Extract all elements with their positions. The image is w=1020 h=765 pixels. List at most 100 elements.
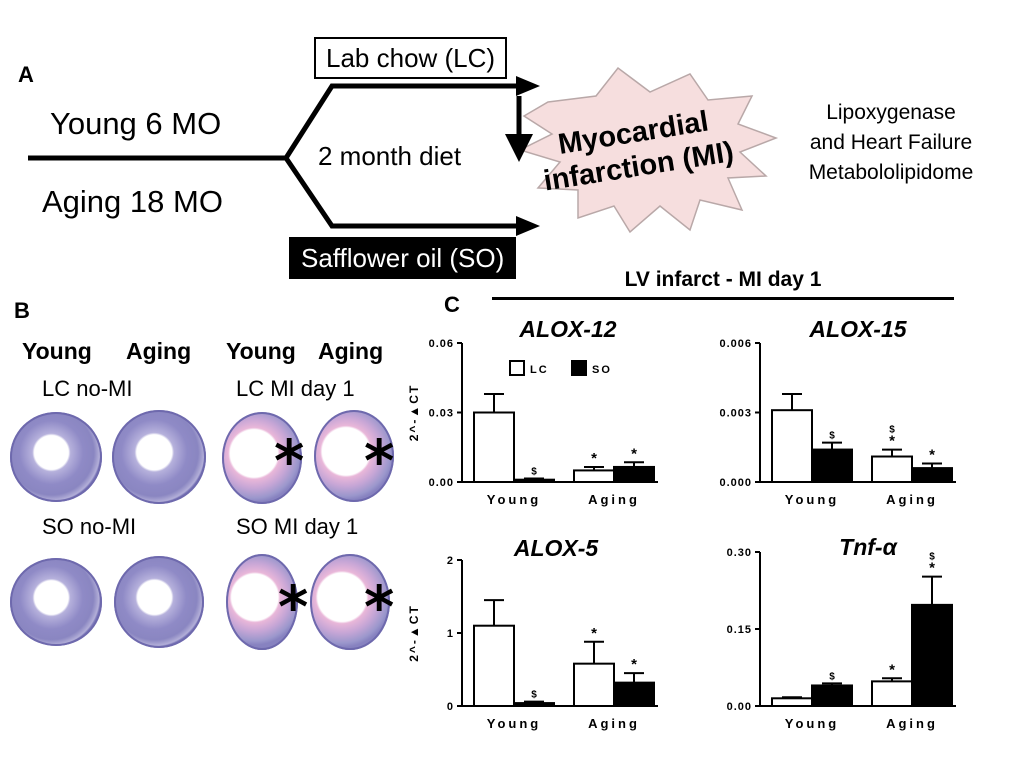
- legend-swatch-lc: [509, 360, 525, 376]
- sig-mark-alox-15-so-aging-0: *: [929, 446, 935, 463]
- y-tick-label-tnf-0: 0.00: [727, 701, 752, 713]
- bar-alox-15-lc-aging: [871, 455, 913, 483]
- sig-mark-alox-12-so-aging-0: *: [631, 445, 637, 462]
- row-label-so-no-mi: SO no-MI: [42, 514, 137, 539]
- panel-b-letter: B: [14, 298, 30, 323]
- x-tick-label-tnf-young: Young: [785, 716, 839, 731]
- bar-alox-5-lc-aging: [573, 662, 615, 707]
- infarct-asterisk-3: *: [278, 573, 309, 641]
- chart-title-alox-15: ALOX-15: [808, 316, 907, 342]
- lower-arrowhead: [516, 216, 540, 236]
- y-tick-label-alox-5-1: 1: [447, 628, 454, 640]
- infarct-asterisk-2: *: [364, 427, 395, 495]
- x-tick-label-alox-12-aging: Aging: [588, 492, 640, 507]
- side-note-line3: Metabololipidome: [808, 161, 974, 184]
- y-tick-label-alox-5-0: 0: [447, 701, 454, 713]
- legend-swatch-so: [571, 360, 587, 376]
- sig-mark-tnf-lc-aging-0: *: [889, 661, 895, 678]
- bar-alox-12-lc-young: [473, 411, 515, 483]
- col-header-young-1: Young: [22, 338, 92, 364]
- y-tick-label-alox-12-2: 0.06: [429, 338, 454, 350]
- row-label-lc-no-mi: LC no-MI: [42, 376, 133, 401]
- bar-alox-12-so-young: [513, 478, 555, 483]
- sig-mark-alox-12-so-young-0: $: [531, 467, 537, 478]
- panel-a-letter: A: [18, 62, 34, 87]
- chart-title-tnf: Tnf-α: [839, 534, 898, 560]
- y-tick-label-alox-12-1: 0.03: [429, 408, 454, 420]
- heart-section-young-so-no-mi: [10, 558, 102, 646]
- sig-mark-tnf-so-aging-0: *: [929, 560, 935, 577]
- y-axis-label-alox-12: 2^-▲CT: [407, 384, 421, 442]
- heart-section-young-lc-mi: [222, 412, 302, 504]
- sig-mark-alox-15-lc-aging-0: *: [889, 433, 895, 450]
- x-tick-label-alox-15-aging: Aging: [886, 492, 938, 507]
- sig-mark-alox-5-so-young-0: $: [531, 690, 537, 701]
- chart-title-alox-12: ALOX-12: [518, 316, 616, 342]
- lower-branch-line: [283, 156, 520, 229]
- bar-alox-15-so-young: [811, 448, 853, 484]
- y-tick-label-alox-5-2: 2: [447, 555, 454, 567]
- bar-alox-5-lc-young: [473, 624, 515, 708]
- infarct-asterisk-4: *: [364, 573, 395, 641]
- lab-chow-box: Lab chow (LC): [314, 37, 508, 79]
- sig-mark-alox-5-lc-aging-0: *: [591, 625, 597, 642]
- safflower-box: Safflower oil (SO): [289, 237, 517, 279]
- bar-alox-15-lc-young: [771, 409, 813, 483]
- sig-mark-alox-15-lc-aging-1: $: [889, 425, 895, 436]
- x-tick-label-alox-12-young: Young: [487, 492, 541, 507]
- y-tick-label-alox-15-1: 0.003: [719, 408, 752, 420]
- diet-label: 2 month diet: [318, 141, 462, 171]
- legend-label-lc: LC: [530, 364, 549, 376]
- y-axis-label-alox-5: 2^-▲CT: [407, 604, 421, 662]
- heart-section-young-lc-no-mi: [10, 412, 102, 502]
- bar-tnf-lc-aging: [871, 680, 913, 707]
- panel-c-letter: C: [444, 292, 460, 317]
- heart-section-aging-lc-mi: [314, 410, 394, 502]
- heart-section-aging-so-mi: [310, 554, 390, 650]
- x-tick-label-alox-5-aging: Aging: [588, 716, 640, 731]
- bar-alox-5-so-aging: [613, 681, 655, 708]
- x-tick-label-alox-15-young: Young: [785, 492, 839, 507]
- panel-c-header-rule: [492, 297, 954, 300]
- heart-section-young-so-mi: [226, 554, 298, 650]
- sig-mark-alox-5-so-aging-0: *: [631, 656, 637, 673]
- infarct-asterisk-1: *: [274, 427, 305, 495]
- sig-mark-tnf-so-young-0: $: [829, 671, 835, 682]
- x-tick-label-tnf-aging: Aging: [886, 716, 938, 731]
- sig-mark-alox-12-lc-aging-0: *: [591, 450, 597, 467]
- row-label-lc-mi: LC MI day 1: [236, 376, 355, 401]
- bar-tnf-lc-young: [771, 697, 813, 707]
- y-tick-label-tnf-1: 0.15: [727, 624, 752, 636]
- aging-label: Aging 18 MO: [42, 184, 223, 219]
- bar-tnf-so-young: [811, 684, 853, 708]
- bar-alox-15-so-aging: [911, 467, 953, 484]
- legend-label-so: SO: [592, 364, 612, 376]
- bar-alox-12-lc-aging: [573, 469, 615, 483]
- y-tick-label-tnf-2: 0.30: [727, 547, 752, 559]
- y-tick-label-alox-15-0: 0.000: [719, 477, 752, 489]
- sig-mark-tnf-so-aging-1: $: [929, 552, 935, 563]
- y-tick-label-alox-12-0: 0.00: [429, 477, 454, 489]
- young-label: Young 6 MO: [50, 106, 222, 141]
- sig-mark-alox-15-so-young-0: $: [829, 431, 835, 442]
- row-label-so-mi: SO MI day 1: [236, 514, 359, 539]
- chart-title-alox-5: ALOX-5: [513, 535, 600, 561]
- heart-section-aging-lc-no-mi: [112, 410, 206, 504]
- side-note-line2: and Heart Failure: [809, 131, 973, 154]
- col-header-aging-2: Aging: [318, 338, 384, 364]
- mi-down-arrow-head: [505, 134, 533, 162]
- heart-section-aging-so-no-mi: [114, 556, 204, 648]
- x-tick-label-alox-5-young: Young: [487, 716, 541, 731]
- bar-alox-12-so-aging: [613, 465, 655, 484]
- bar-tnf-so-aging: [911, 603, 953, 708]
- side-note-line1: Lipoxygenase: [826, 101, 956, 124]
- col-header-aging-1: Aging: [126, 338, 192, 364]
- side-note: Lipoxygenase and Heart Failure Metabolol…: [796, 98, 986, 188]
- col-header-young-2: Young: [226, 338, 296, 364]
- panel-c-header: LV infarct - MI day 1: [624, 268, 822, 291]
- upper-branch-line: [283, 83, 520, 160]
- upper-arrowhead: [516, 76, 540, 96]
- y-tick-label-alox-15-2: 0.006: [719, 338, 752, 350]
- panel-a-diagram: Myocardial infarction (MI): [28, 66, 779, 236]
